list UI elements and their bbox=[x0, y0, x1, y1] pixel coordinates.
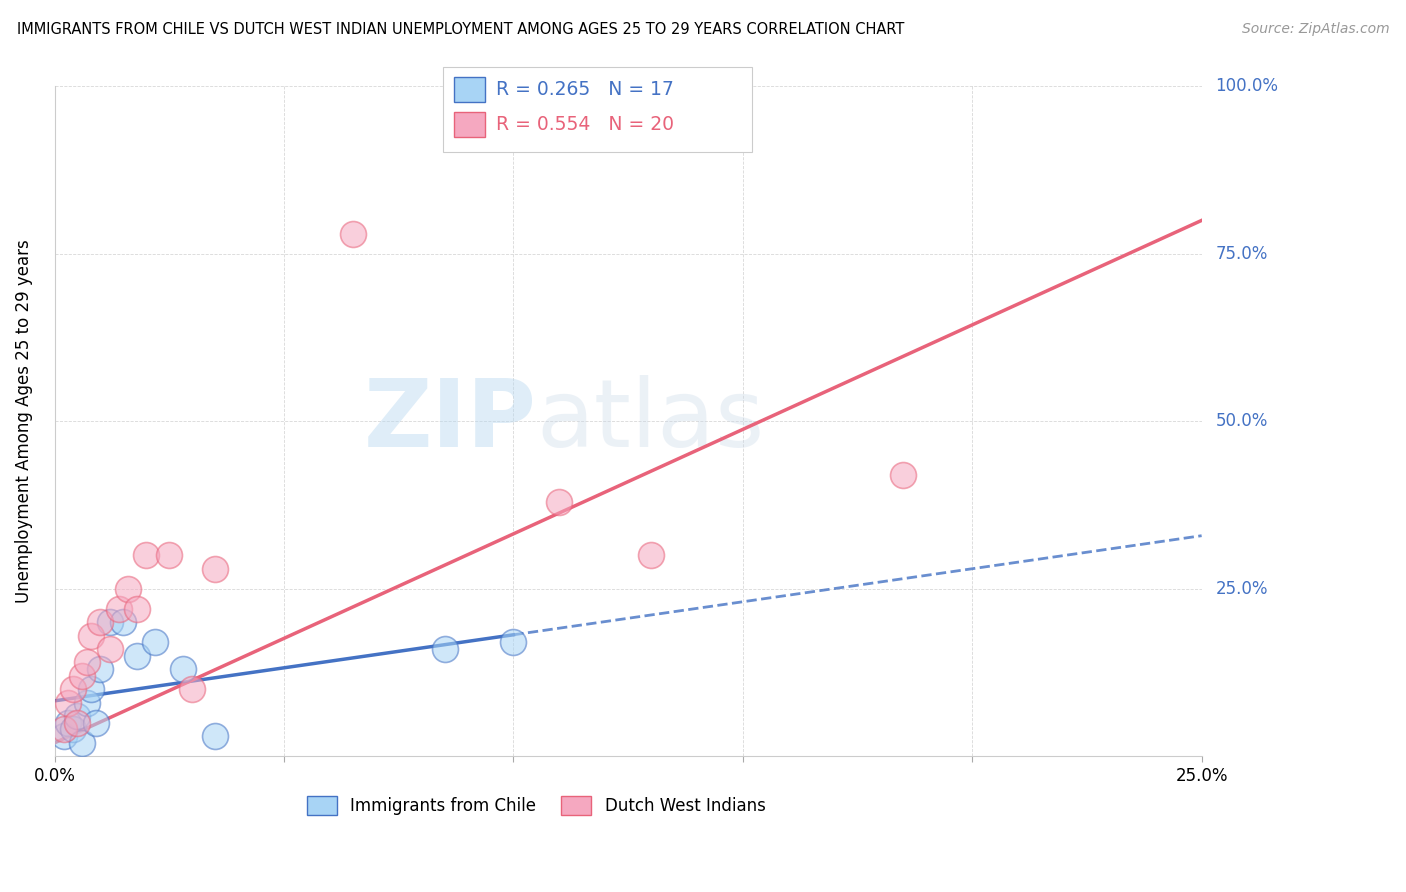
Point bbox=[80, 629, 103, 643]
Point bbox=[89, 662, 111, 676]
Point bbox=[502, 635, 524, 649]
Text: 50.0%: 50.0% bbox=[1216, 412, 1268, 430]
Point bbox=[127, 602, 149, 616]
Point bbox=[640, 549, 662, 563]
Point bbox=[135, 549, 157, 563]
Point bbox=[127, 648, 149, 663]
Point bbox=[76, 696, 98, 710]
Point bbox=[58, 696, 80, 710]
Point bbox=[204, 729, 226, 743]
Legend: Immigrants from Chile, Dutch West Indians: Immigrants from Chile, Dutch West Indian… bbox=[301, 789, 772, 822]
Point bbox=[84, 715, 107, 730]
Point bbox=[80, 682, 103, 697]
Text: ZIP: ZIP bbox=[363, 376, 536, 467]
Point bbox=[52, 729, 75, 743]
Point bbox=[433, 642, 456, 657]
Point bbox=[145, 635, 167, 649]
Point bbox=[98, 615, 121, 630]
Point bbox=[66, 715, 89, 730]
Point bbox=[204, 562, 226, 576]
Text: 100.0%: 100.0% bbox=[1216, 78, 1278, 95]
Point bbox=[52, 723, 75, 737]
Point bbox=[62, 723, 84, 737]
Point bbox=[893, 467, 915, 482]
Text: Source: ZipAtlas.com: Source: ZipAtlas.com bbox=[1241, 22, 1389, 37]
Text: 25.0%: 25.0% bbox=[1216, 580, 1268, 598]
Point bbox=[342, 227, 364, 241]
Point bbox=[117, 582, 139, 596]
Point bbox=[58, 715, 80, 730]
Point bbox=[157, 549, 180, 563]
Point bbox=[172, 662, 194, 676]
Text: R = 0.265   N = 17: R = 0.265 N = 17 bbox=[496, 79, 675, 99]
Point bbox=[548, 494, 571, 508]
Text: atlas: atlas bbox=[536, 376, 765, 467]
Point bbox=[70, 669, 93, 683]
Text: IMMIGRANTS FROM CHILE VS DUTCH WEST INDIAN UNEMPLOYMENT AMONG AGES 25 TO 29 YEAR: IMMIGRANTS FROM CHILE VS DUTCH WEST INDI… bbox=[17, 22, 904, 37]
Point bbox=[89, 615, 111, 630]
Text: R = 0.554   N = 20: R = 0.554 N = 20 bbox=[496, 115, 675, 135]
Y-axis label: Unemployment Among Ages 25 to 29 years: Unemployment Among Ages 25 to 29 years bbox=[15, 239, 32, 603]
Point bbox=[76, 656, 98, 670]
Point bbox=[62, 682, 84, 697]
Point bbox=[66, 709, 89, 723]
Point bbox=[107, 602, 129, 616]
Point bbox=[112, 615, 135, 630]
Point bbox=[70, 736, 93, 750]
Point bbox=[181, 682, 204, 697]
Point bbox=[98, 642, 121, 657]
Text: 75.0%: 75.0% bbox=[1216, 245, 1268, 263]
